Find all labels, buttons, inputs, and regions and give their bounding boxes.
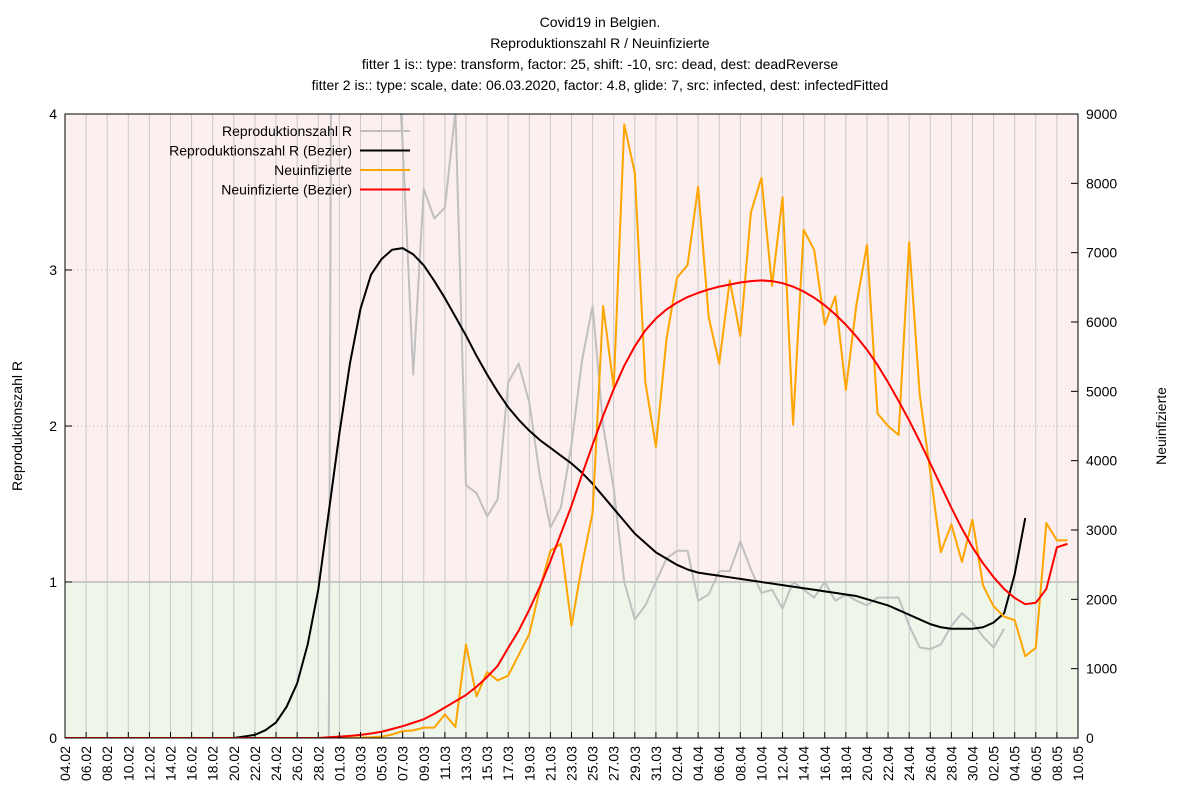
- x-tick-label: 18.02: [205, 746, 221, 781]
- x-tick-label: 31.03: [648, 746, 664, 781]
- y-tick-label: 1: [49, 574, 57, 590]
- x-tick-label: 06.05: [1028, 746, 1044, 781]
- x-tick-label: 30.04: [964, 746, 980, 781]
- x-tick-label: 26.04: [922, 746, 938, 781]
- legend-label: Reproduktionszahl R (Bezier): [169, 143, 352, 159]
- x-tick-label: 10.04: [753, 746, 769, 781]
- x-tick-label: 08.04: [732, 746, 748, 781]
- x-tick-label: 16.02: [184, 746, 200, 781]
- lines: [65, 114, 1068, 738]
- x-tick-label: 23.03: [564, 746, 580, 781]
- legend-label: Reproduktionszahl R: [222, 123, 352, 139]
- x-tick-label: 13.03: [458, 746, 474, 781]
- y2-tick-label: 1000: [1086, 661, 1117, 677]
- chart-subtitle: fitter 2 is:: type: scale, date: 06.03.2…: [312, 77, 889, 93]
- x-tick-label: 29.03: [627, 746, 643, 781]
- grid: [64, 113, 1079, 739]
- y2-tick-label: 2000: [1086, 591, 1117, 607]
- x-tick-label: 04.02: [57, 746, 73, 781]
- axes: 04.02 06.02 08.02 10.02 12.02 14.02 16.02 18.02…: [49, 106, 1117, 781]
- x-tick-label: 18.04: [838, 746, 854, 781]
- chart-title: Covid19 in Belgien.: [540, 14, 661, 30]
- legend-label: Neuinfizierte: [274, 162, 352, 178]
- x-tick-label: 02.05: [986, 746, 1002, 781]
- x-tick-label: 08.05: [1049, 746, 1065, 781]
- y2-tick-label: 7000: [1086, 245, 1117, 261]
- x-tick-label: 06.02: [78, 746, 94, 781]
- x-tick-label: 20.02: [226, 746, 242, 781]
- x-tick-label: 24.02: [268, 746, 284, 781]
- y2-tick-label: 6000: [1086, 314, 1117, 330]
- x-tick-label: 05.03: [374, 746, 390, 781]
- y2-axis-label: Neuinfizierte: [1153, 387, 1169, 465]
- x-tick-label: 25.03: [585, 746, 601, 781]
- x-tick-label: 07.03: [395, 746, 411, 781]
- x-tick-label: 26.02: [289, 746, 305, 781]
- y2-tick-label: 5000: [1086, 383, 1117, 399]
- x-tick-label: 06.04: [711, 746, 727, 781]
- legend-label: Neuinfizierte (Bezier): [221, 182, 352, 198]
- y-tick-label: 2: [49, 418, 57, 434]
- chart-subtitle: fitter 1 is:: type: transform, factor: 2…: [362, 56, 838, 72]
- y2-tick-label: 9000: [1086, 106, 1117, 122]
- x-tick-label: 10.05: [1070, 746, 1086, 781]
- y-tick-label: 3: [49, 262, 57, 278]
- y2-tick-label: 8000: [1086, 175, 1117, 191]
- x-tick-label: 28.04: [943, 746, 959, 781]
- x-tick-label: 12.02: [141, 746, 157, 781]
- x-tick-label: 02.04: [669, 746, 685, 781]
- x-tick-label: 17.03: [500, 746, 516, 781]
- y2-tick-label: 3000: [1086, 522, 1117, 538]
- x-tick-label: 01.03: [331, 746, 347, 781]
- x-tick-label: 22.04: [880, 746, 896, 781]
- x-tick-label: 09.03: [416, 746, 432, 781]
- x-tick-label: 08.02: [99, 746, 115, 781]
- x-tick-label: 20.04: [859, 746, 875, 781]
- x-tick-label: 24.04: [901, 746, 917, 781]
- x-tick-label: 19.03: [521, 746, 537, 781]
- x-tick-label: 15.03: [479, 746, 495, 781]
- x-tick-label: 04.05: [1007, 746, 1023, 781]
- y2-tick-label: 0: [1086, 730, 1094, 746]
- x-tick-label: 14.02: [163, 746, 179, 781]
- x-tick-label: 16.04: [817, 746, 833, 781]
- y2-tick-label: 4000: [1086, 453, 1117, 469]
- series-line: [65, 247, 1027, 738]
- x-tick-label: 27.03: [606, 746, 622, 781]
- x-tick-label: 04.04: [690, 746, 706, 781]
- x-tick-label: 22.02: [247, 746, 263, 781]
- x-tick-label: 28.02: [310, 746, 326, 781]
- x-tick-label: 10.02: [120, 746, 136, 781]
- x-tick-label: 03.03: [352, 746, 368, 781]
- y-axis-label: Reproduktionszahl R: [9, 361, 25, 491]
- x-tick-label: 12.04: [775, 746, 791, 781]
- legend: Reproduktionszahl R Reproduktionszahl R (…: [169, 123, 410, 198]
- series-line: [65, 279, 1068, 738]
- x-tick-label: 14.04: [796, 746, 812, 781]
- x-tick-label: 21.03: [542, 746, 558, 781]
- chart-subtitle: Reproduktionszahl R / Neuinfizierte: [490, 35, 710, 51]
- x-tick-label: 11.03: [437, 746, 453, 780]
- y-tick-label: 0: [49, 730, 57, 746]
- y-tick-label: 4: [49, 106, 57, 122]
